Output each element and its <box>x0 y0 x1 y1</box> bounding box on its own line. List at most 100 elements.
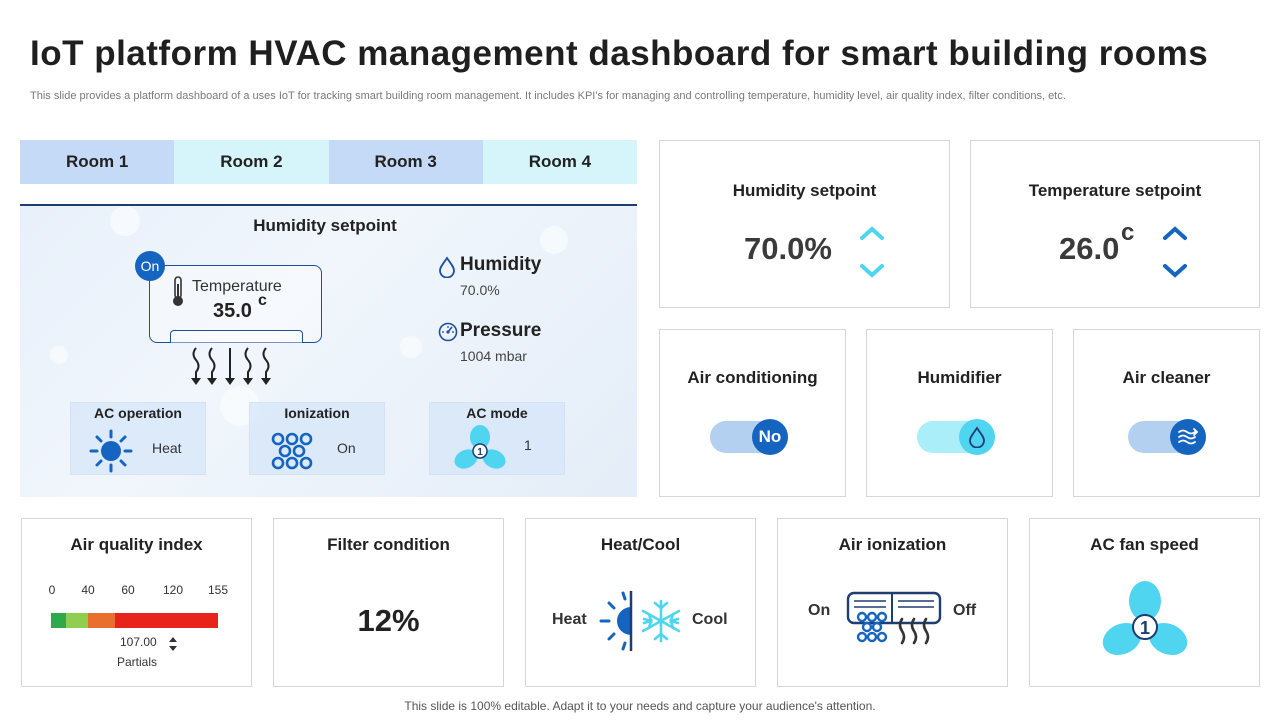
ionization-tile[interactable]: Ionization On <box>249 402 385 475</box>
tab-room-2[interactable]: Room 2 <box>174 140 329 184</box>
air-conditioning-toggle[interactable]: No <box>710 419 788 455</box>
heat-cool-icon[interactable] <box>599 589 689 653</box>
heat-label[interactable]: Heat <box>552 611 587 628</box>
heat-cool-title: Heat/Cool <box>600 535 681 554</box>
temperature-setpoint-stepper[interactable] <box>1162 225 1188 279</box>
temperature-setpoint-title: Temperature setpoint <box>1028 181 1202 200</box>
tab-room-3[interactable]: Room 3 <box>328 140 483 184</box>
ionization-label: Ionization <box>284 405 350 421</box>
air-cleaner-toggle[interactable] <box>1128 419 1206 455</box>
chevron-up-icon[interactable] <box>1163 226 1187 240</box>
air-ionization-title: Air ionization <box>838 535 947 554</box>
ionization-icon <box>271 432 313 470</box>
air-quality-title: Air quality index <box>70 535 203 554</box>
heat-cool-card: Heat/Cool Heat Cool <box>525 518 756 687</box>
chevron-down-icon[interactable] <box>1163 264 1187 278</box>
room-panel: Humidity setpoint On Temperature 35.0 c … <box>20 204 637 497</box>
ac-fan-speed-title: AC fan speed <box>1090 535 1199 554</box>
humidifier-toggle[interactable] <box>917 419 995 455</box>
ionization-off-label[interactable]: Off <box>953 602 977 619</box>
ac-mode-label: AC mode <box>466 405 528 421</box>
bokeh-decoration <box>110 206 140 236</box>
bokeh-decoration <box>540 226 568 254</box>
temperature-value: 35.0 <box>213 300 252 322</box>
ac-mode-tile[interactable]: AC mode 1 1 <box>429 402 565 475</box>
air-cleaner-knob <box>1170 419 1206 455</box>
filter-condition-value: 12% <box>357 603 420 638</box>
aqi-reading-label: Partials <box>117 655 158 669</box>
bokeh-decoration <box>400 336 422 358</box>
aqi-tick: 0 <box>48 583 56 597</box>
humidifier-title: Humidifier <box>917 368 1002 387</box>
aqi-segment-unhealthy <box>88 613 115 628</box>
half-sun-icon <box>599 591 633 651</box>
thermometer-icon <box>173 276 183 306</box>
humidity-setpoint-title: Humidity setpoint <box>732 181 877 200</box>
snowflake-icon <box>641 599 681 643</box>
air-ionization-card: Air ionization On Off <box>777 518 1008 687</box>
humidity-setpoint-stepper[interactable] <box>859 225 885 279</box>
aqi-segment-hazardous <box>115 613 218 628</box>
air-cleaner-title: Air cleaner <box>1122 368 1211 387</box>
ionizer-device-icon <box>846 591 942 645</box>
ac-vent <box>170 330 303 343</box>
chevron-down-icon[interactable] <box>860 264 884 278</box>
humidity-setpoint-card: Humidity setpoint 70.0% <box>659 140 950 308</box>
air-conditioning-knob: No <box>752 419 788 455</box>
water-drop-icon <box>439 256 455 278</box>
fan-icon: 1 <box>454 425 506 469</box>
air-conditioning-title: Air conditioning <box>687 368 818 387</box>
air-waves-icon <box>1178 428 1199 445</box>
temperature-unit: c <box>258 292 267 309</box>
aqi-tick: 120 <box>162 583 184 597</box>
aqi-scale-bar <box>51 613 218 628</box>
ac-unit: Temperature 35.0 c <box>149 265 322 343</box>
filter-condition-card: Filter condition 12% <box>273 518 504 687</box>
air-conditioning-card: Air conditioning No <box>659 329 846 497</box>
room-panel-title: Humidity setpoint <box>253 216 397 235</box>
pressure-gauge-icon <box>438 322 458 342</box>
room-tabs: Room 1 Room 2 Room 3 Room 4 <box>20 140 637 184</box>
aqi-segment-moderate <box>66 613 88 628</box>
aqi-tick: 155 <box>207 583 229 597</box>
water-drop-icon <box>969 426 985 448</box>
aqi-segment-good <box>51 613 66 628</box>
humidity-setpoint-value: 70.0% <box>744 231 832 266</box>
cool-label[interactable]: Cool <box>692 611 728 628</box>
tab-room-1[interactable]: Room 1 <box>20 140 175 184</box>
ac-operation-tile[interactable]: AC operation Heat <box>70 402 206 475</box>
aqi-tick: 60 <box>121 583 135 597</box>
up-down-arrows-icon[interactable] <box>168 636 178 652</box>
airflow-arrows-icon <box>191 347 271 385</box>
aqi-tick: 40 <box>81 583 95 597</box>
air-quality-card: Air quality index 0 40 60 120 155 107.00… <box>21 518 252 687</box>
humidity-value: 70.0% <box>460 282 500 298</box>
chevron-up-icon[interactable] <box>860 226 884 240</box>
aqi-reading: 107.00 <box>120 635 157 649</box>
ac-operation-value: Heat <box>152 440 182 456</box>
ionization-on-label[interactable]: On <box>808 602 831 619</box>
page-title: IoT platform HVAC management dashboard f… <box>30 34 1209 73</box>
footer-note: This slide is 100% editable. Adapt it to… <box>404 699 876 713</box>
air-cleaner-card: Air cleaner <box>1073 329 1260 497</box>
pressure-label: Pressure <box>460 320 542 341</box>
humidifier-knob <box>959 419 995 455</box>
temperature-setpoint-value: 26.0 <box>1059 231 1120 266</box>
ac-operation-label: AC operation <box>94 405 182 421</box>
temperature-setpoint-unit: c <box>1121 219 1135 246</box>
humidity-label: Humidity <box>460 254 542 275</box>
bokeh-decoration <box>50 346 68 364</box>
humidifier-card: Humidifier <box>866 329 1053 497</box>
fan-icon[interactable]: 1 <box>1100 581 1190 661</box>
temperature-setpoint-card: Temperature setpoint 26.0 c <box>970 140 1260 308</box>
ac-fan-speed-card: AC fan speed 1 <box>1029 518 1260 687</box>
page-subtitle: This slide provides a platform dashboard… <box>30 90 1066 102</box>
ionization-value: On <box>337 440 356 456</box>
pressure-value: 1004 mbar <box>460 348 527 364</box>
power-on-badge[interactable]: On <box>135 251 165 281</box>
filter-condition-title: Filter condition <box>327 535 450 554</box>
fan-speed-value: 1 <box>1140 618 1150 638</box>
fan-hub-label: 1 <box>477 447 483 458</box>
sun-icon <box>89 429 133 473</box>
tab-room-4[interactable]: Room 4 <box>482 140 637 184</box>
